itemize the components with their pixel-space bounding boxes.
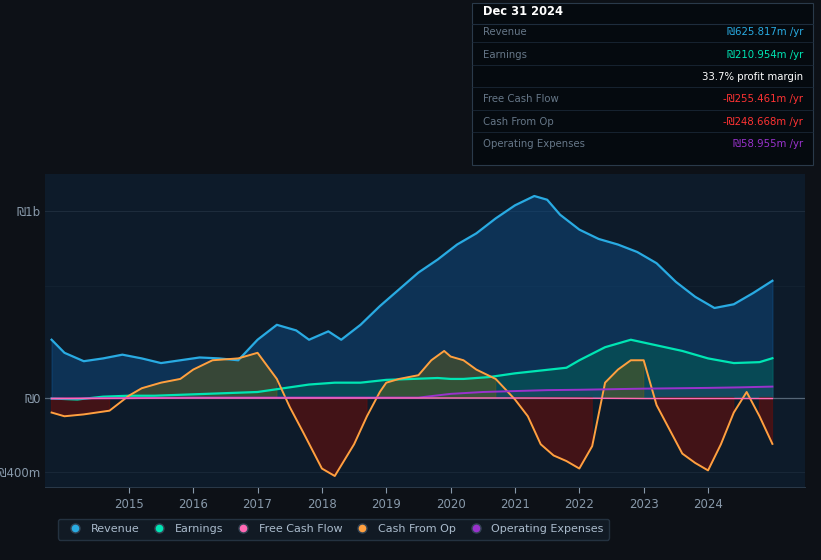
Text: Operating Expenses: Operating Expenses [483, 139, 585, 150]
Text: Dec 31 2024: Dec 31 2024 [483, 5, 562, 18]
Text: Earnings: Earnings [483, 50, 527, 60]
Text: Revenue: Revenue [483, 27, 526, 38]
Text: -₪248.668m /yr: -₪248.668m /yr [723, 117, 803, 127]
Text: ₪58.955m /yr: ₪58.955m /yr [733, 139, 803, 150]
Text: ₪210.954m /yr: ₪210.954m /yr [727, 50, 803, 60]
Text: Cash From Op: Cash From Op [483, 117, 553, 127]
Text: Free Cash Flow: Free Cash Flow [483, 95, 558, 105]
Legend: Revenue, Earnings, Free Cash Flow, Cash From Op, Operating Expenses: Revenue, Earnings, Free Cash Flow, Cash … [58, 519, 609, 540]
Text: 33.7% profit margin: 33.7% profit margin [702, 72, 803, 82]
Text: -₪255.461m /yr: -₪255.461m /yr [723, 95, 803, 105]
Text: ₪625.817m /yr: ₪625.817m /yr [727, 27, 803, 38]
